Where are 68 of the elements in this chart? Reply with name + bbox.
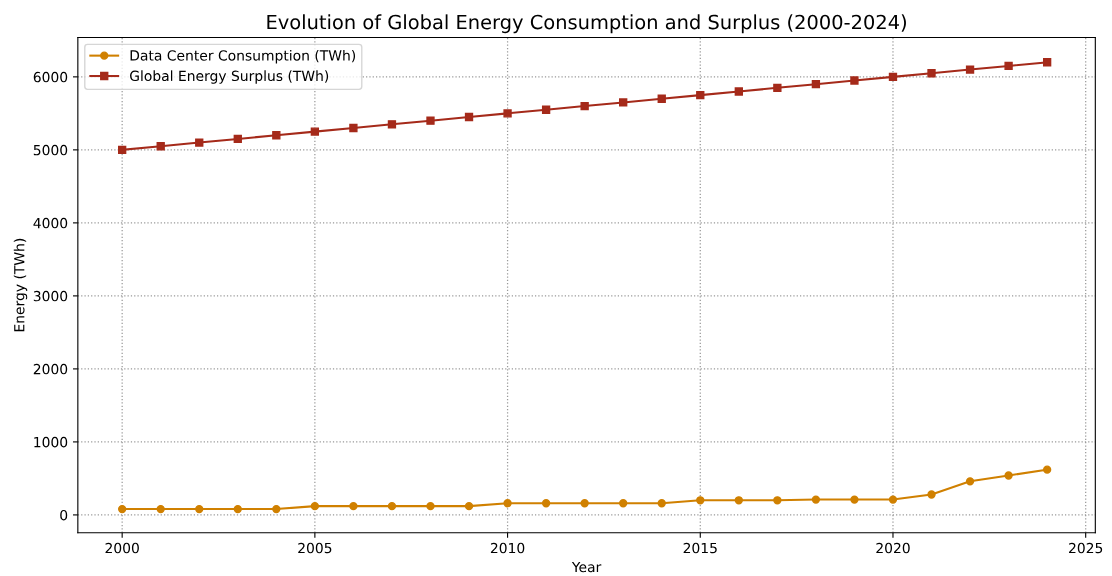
point xyxy=(811,495,821,504)
point xyxy=(1004,61,1013,71)
point xyxy=(464,112,474,122)
point xyxy=(927,490,936,499)
x-axis-title: Year xyxy=(571,561,602,573)
point xyxy=(156,504,165,514)
point xyxy=(117,504,127,514)
x-tick-label: 2005 xyxy=(298,542,332,554)
point xyxy=(310,127,320,136)
point xyxy=(272,131,281,140)
y-tick-label: 2000 xyxy=(33,363,68,375)
y-tick-label: 0 xyxy=(60,509,68,521)
point xyxy=(195,138,204,147)
x-tick-label: 2025 xyxy=(1069,542,1103,554)
point xyxy=(580,101,589,111)
point xyxy=(696,90,705,100)
point xyxy=(387,120,397,129)
point xyxy=(850,76,859,85)
point xyxy=(233,504,242,514)
point xyxy=(310,501,320,511)
point xyxy=(619,98,628,107)
x-tick-label: 2000 xyxy=(105,542,139,554)
point xyxy=(657,499,666,508)
point xyxy=(888,72,898,82)
point xyxy=(541,105,551,114)
point xyxy=(387,501,397,511)
legend-label: Data Center Consumption (TWh) xyxy=(130,49,356,64)
point xyxy=(541,499,551,508)
legend-label: Global Energy Surplus (TWh) xyxy=(130,70,329,84)
x-tick-label: 2015 xyxy=(683,542,717,554)
point xyxy=(503,109,512,118)
point xyxy=(773,83,782,92)
point xyxy=(965,477,975,486)
y-tick-label: 5000 xyxy=(33,144,68,156)
point xyxy=(773,496,782,505)
point xyxy=(464,501,474,511)
chart-title: Evolution of Global Energy Consumption and Surplus (2000-2024) xyxy=(267,14,906,34)
x-tick-label: 2020 xyxy=(876,542,910,554)
point xyxy=(696,496,705,505)
point xyxy=(965,65,975,74)
point xyxy=(117,145,127,155)
x-tick-label: 2010 xyxy=(490,542,525,554)
point xyxy=(888,495,898,504)
y-tick-label: 1000 xyxy=(34,436,68,448)
point xyxy=(734,87,743,96)
point xyxy=(503,499,512,508)
point xyxy=(426,116,435,125)
point xyxy=(156,142,165,151)
y-tick-label: 4000 xyxy=(33,217,68,229)
point xyxy=(734,496,743,505)
point xyxy=(349,123,358,133)
y-tick-label: 6000 xyxy=(33,71,68,83)
point xyxy=(272,504,281,514)
point xyxy=(426,501,435,511)
y-tick-label: 3000 xyxy=(33,290,68,302)
point xyxy=(580,499,589,508)
point xyxy=(927,69,936,78)
point xyxy=(1042,58,1052,67)
point xyxy=(1004,471,1013,480)
point xyxy=(657,94,666,103)
point xyxy=(349,501,358,511)
point xyxy=(233,134,242,144)
point xyxy=(811,79,821,89)
point xyxy=(619,499,628,508)
point xyxy=(850,495,859,504)
point xyxy=(1042,465,1052,474)
point xyxy=(195,504,204,514)
y-axis-title: Energy (TWh) xyxy=(13,238,28,332)
